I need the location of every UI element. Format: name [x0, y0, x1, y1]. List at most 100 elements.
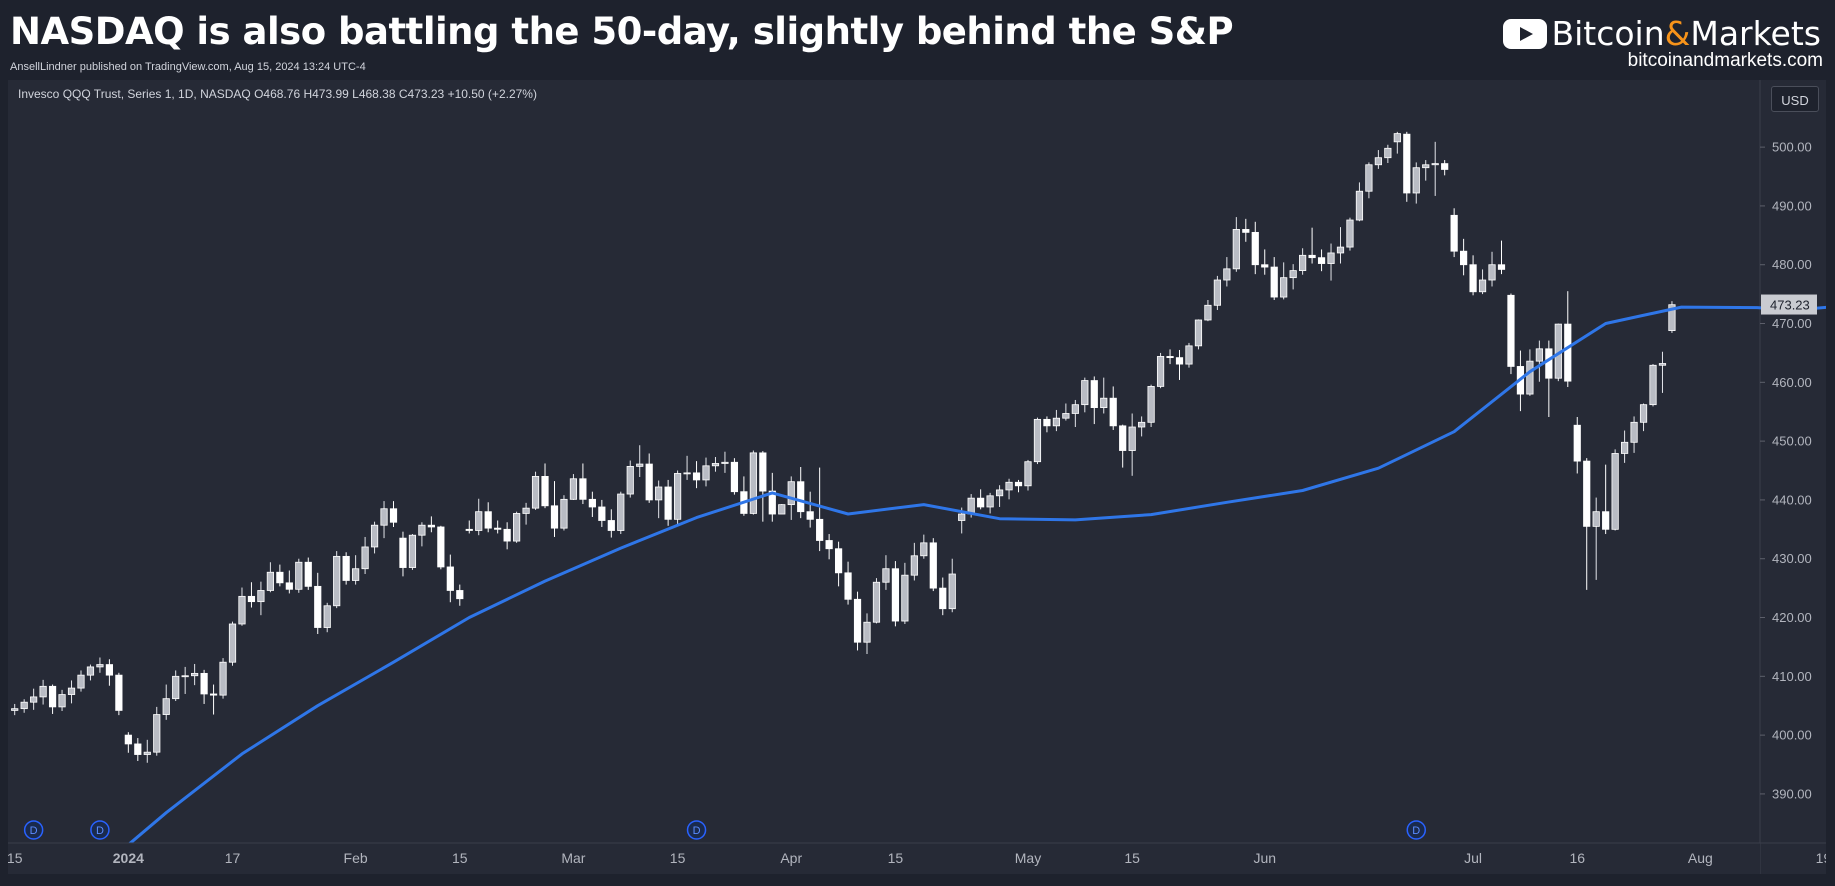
- candle: [683, 455, 691, 480]
- candle-body-down: [200, 672, 208, 695]
- candle: [617, 491, 625, 535]
- candle: [1156, 352, 1165, 389]
- candle-body-up: [1422, 164, 1430, 169]
- candle-body-up: [1488, 264, 1496, 281]
- candle-body-up: [30, 696, 38, 703]
- candle-body-up: [1299, 254, 1307, 271]
- candle-body-up: [1668, 304, 1676, 331]
- candle-body-down: [692, 472, 701, 481]
- candle: [1062, 403, 1070, 421]
- brand-logo[interactable]: Bitcoin&Markets: [1503, 14, 1821, 53]
- candle-body-up: [1100, 397, 1108, 409]
- dividend-marker-label: D: [30, 825, 38, 837]
- candle-body-down: [797, 481, 805, 513]
- candle-body-up: [749, 452, 757, 514]
- candle-body-up: [1393, 133, 1401, 143]
- candle: [910, 542, 918, 581]
- candle-body-up: [986, 495, 994, 508]
- candle: [408, 534, 417, 570]
- candle: [418, 522, 426, 547]
- candle-body-up: [721, 461, 729, 464]
- last-price-label: 473.23: [1770, 298, 1810, 313]
- candle: [200, 669, 208, 704]
- candle-body-down: [427, 524, 435, 528]
- candle: [380, 501, 388, 539]
- candle-body-down: [1507, 294, 1515, 367]
- candle-body-up: [295, 561, 303, 590]
- candle: [257, 581, 265, 616]
- candle-body-down: [977, 497, 985, 508]
- candle: [86, 664, 95, 681]
- currency-button[interactable]: USD: [1771, 86, 1819, 112]
- candle: [437, 525, 445, 570]
- candle: [11, 703, 19, 716]
- candle: [1033, 417, 1042, 465]
- candle: [702, 457, 710, 487]
- candle: [247, 582, 256, 608]
- candle: [30, 688, 38, 710]
- candle: [1261, 249, 1269, 275]
- candle: [1043, 416, 1051, 433]
- candle-body-down: [768, 490, 776, 515]
- candle: [1602, 464, 1610, 535]
- candle: [124, 732, 132, 753]
- candle-body-up: [153, 714, 161, 753]
- candle: [20, 699, 28, 713]
- candle: [711, 456, 720, 472]
- candle: [399, 531, 407, 577]
- candle-body-down: [1460, 250, 1468, 266]
- candle: [806, 491, 814, 528]
- time-tick-label: 15: [888, 850, 904, 866]
- candle: [1270, 257, 1278, 300]
- brand-url[interactable]: bitcoinandmarkets.com: [1627, 50, 1823, 71]
- candle-body-up: [370, 524, 379, 548]
- candle: [1412, 162, 1420, 204]
- candle-body-up: [1033, 418, 1042, 463]
- candle-body-up: [1336, 246, 1345, 254]
- candle: [891, 561, 900, 627]
- candle-body-up: [181, 675, 189, 678]
- candle-body-up: [882, 568, 890, 583]
- candle: [1393, 131, 1401, 154]
- candle-body-up: [58, 694, 66, 708]
- candle-body-down: [1545, 348, 1553, 379]
- brand-name: Bitcoin&Markets: [1551, 14, 1821, 53]
- candle: [1081, 377, 1089, 413]
- candle-body-down: [816, 518, 824, 541]
- candle-body-up: [1223, 268, 1231, 281]
- candle-body-down: [550, 505, 559, 529]
- candle-body-down: [494, 527, 502, 530]
- candle: [48, 684, 57, 714]
- candle-body-down: [115, 674, 123, 711]
- price-tick-label: 430.00: [1772, 551, 1812, 566]
- candle-body-up: [778, 504, 786, 515]
- candle: [721, 451, 729, 473]
- candle-body-up: [1280, 277, 1288, 298]
- time-tick-label: 16: [1569, 850, 1585, 866]
- price-tick-label: 470.00: [1772, 316, 1812, 331]
- candle-body-up: [626, 466, 634, 495]
- candle: [456, 584, 464, 606]
- candle-body-down: [598, 506, 606, 521]
- candle: [285, 570, 293, 594]
- candle-body-up: [522, 507, 530, 514]
- candle-body-down: [124, 734, 132, 745]
- time-tick-label: Apr: [780, 850, 802, 866]
- candle-body-down: [1251, 231, 1259, 266]
- candle: [1166, 349, 1174, 365]
- candle: [1355, 182, 1364, 222]
- dividend-marker-icon: [23, 820, 44, 840]
- candlestick-chart[interactable]: 500.00 490.00 480.00 470.00 460.00 450.00 440.…: [8, 80, 1826, 874]
- candle: [1175, 349, 1184, 380]
- candle: [342, 552, 350, 585]
- candle: [692, 461, 701, 489]
- candle-body-up: [1384, 147, 1392, 159]
- candle: [768, 472, 776, 522]
- candle: [1109, 386, 1117, 430]
- dividend-marker-label: D: [1412, 825, 1420, 837]
- candle-body-up: [238, 595, 246, 625]
- candle: [1100, 377, 1108, 414]
- chart-panel[interactable]: 500.00 490.00 480.00 470.00 460.00 450.00 440.…: [8, 80, 1826, 874]
- candle-body-up: [172, 675, 180, 700]
- candle: [1507, 293, 1515, 375]
